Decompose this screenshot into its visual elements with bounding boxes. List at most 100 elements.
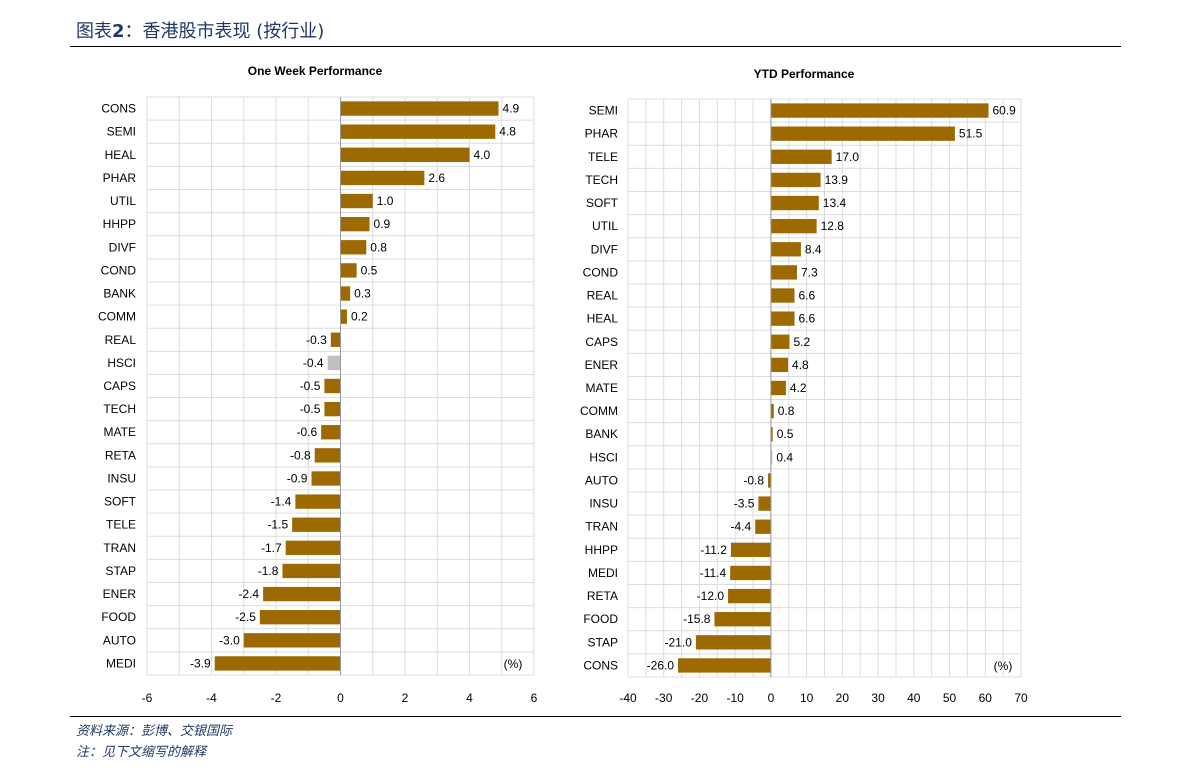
bar-ener: [263, 586, 341, 602]
bar-heal: [340, 147, 470, 162]
value-label: 0.5: [361, 263, 378, 277]
bar-tele: [292, 517, 341, 532]
category-label: MEDI: [106, 656, 136, 670]
bar-divf: [770, 242, 801, 257]
value-label: -21.0: [665, 635, 693, 649]
value-label: -2.4: [238, 587, 259, 601]
bar-mate: [321, 425, 341, 440]
top-rule: [70, 46, 1121, 47]
bar-cond: [770, 265, 797, 280]
figure-title: 图表2：香港股市表现 (按行业): [76, 17, 324, 43]
category-label: SOFT: [104, 495, 137, 509]
bar-comm: [340, 309, 347, 324]
category-label: SOFT: [586, 196, 619, 210]
category-label: TELE: [106, 518, 136, 532]
value-label: -0.5: [300, 379, 321, 393]
bar-hsci: [770, 450, 773, 465]
value-label: 8.4: [805, 242, 822, 256]
x-tick-label: -4: [206, 691, 217, 705]
x-tick-label: 40: [907, 691, 921, 705]
bar-heal: [770, 311, 795, 326]
bar-food: [259, 610, 341, 625]
value-label: 1.0: [377, 194, 394, 208]
category-label: RETA: [105, 448, 136, 462]
category-label: MATE: [104, 425, 136, 439]
value-label: -2.5: [235, 610, 256, 624]
category-label: CAPS: [103, 379, 136, 393]
value-label: 4.8: [792, 358, 809, 372]
category-label: DIVF: [591, 242, 618, 256]
category-label: TECH: [585, 173, 618, 187]
bar-semi: [770, 103, 989, 118]
bar-reta: [728, 588, 771, 604]
value-label: -0.3: [306, 333, 327, 347]
figure-label: 图表: [76, 21, 112, 42]
category-label: FOOD: [583, 612, 618, 626]
value-label: 0.4: [776, 450, 793, 464]
bar-cond: [340, 263, 357, 278]
value-label: 12.8: [821, 219, 845, 233]
category-label: TELE: [588, 150, 618, 164]
value-label: -0.4: [303, 356, 324, 370]
bar-hsci: [327, 355, 341, 371]
value-label: -15.8: [683, 612, 711, 626]
category-label: MEDI: [588, 566, 618, 580]
category-label: FOOD: [101, 610, 136, 624]
bar-auto: [768, 473, 771, 488]
value-label: -1.4: [271, 495, 292, 509]
value-label: 4.9: [503, 102, 520, 116]
category-label: REAL: [105, 333, 137, 347]
category-label: TRAN: [103, 541, 136, 555]
value-label: 17.0: [836, 150, 860, 164]
bar-ener: [770, 357, 789, 373]
category-label: COMM: [580, 404, 618, 418]
category-label: UTIL: [592, 219, 618, 233]
category-label: TECH: [103, 402, 136, 416]
bar-soft: [295, 494, 341, 509]
bar-hhpp: [340, 216, 370, 232]
category-label: ENER: [103, 587, 137, 601]
bar-reta: [314, 448, 341, 463]
bar-insu: [758, 496, 771, 511]
x-tick-label: 2: [402, 691, 409, 705]
x-tick-label: 0: [337, 691, 344, 705]
value-label: 0.5: [777, 427, 794, 441]
category-label: PHAR: [103, 171, 137, 185]
x-tick-label: 60: [979, 691, 993, 705]
value-label: -0.9: [287, 471, 308, 485]
value-label: 6.6: [798, 289, 815, 303]
bar-real: [770, 288, 795, 303]
bar-tele: [770, 149, 832, 164]
value-label: 4.0: [474, 148, 491, 162]
category-label: REAL: [587, 289, 619, 303]
bar-tran: [755, 519, 771, 534]
bar-stap: [695, 635, 771, 650]
category-label: CONS: [101, 102, 136, 116]
bar-real: [330, 332, 341, 347]
bar-caps: [324, 378, 341, 394]
category-label: INSU: [107, 471, 136, 485]
bar-mate: [770, 380, 786, 396]
bar-tran: [285, 540, 341, 556]
value-label: 0.8: [370, 240, 387, 254]
bar-phar: [770, 126, 955, 141]
category-label: BANK: [585, 427, 618, 441]
bar-hhpp: [730, 542, 771, 558]
bar-stap: [282, 563, 341, 579]
footer-note: 注：见下文缩写的解释: [76, 745, 207, 760]
category-label: BANK: [103, 287, 136, 301]
bar-phar: [340, 170, 425, 186]
bar-caps: [770, 334, 790, 349]
x-tick-label: -20: [691, 691, 709, 705]
figure-colon: ：: [124, 21, 143, 42]
x-tick-label: 20: [836, 691, 850, 705]
category-label: STAP: [588, 635, 618, 649]
value-label: -3.0: [219, 633, 240, 647]
x-tick-label: 30: [871, 691, 885, 705]
value-label: 6.6: [798, 312, 815, 326]
category-label: AUTO: [585, 473, 618, 487]
category-label: RETA: [587, 589, 618, 603]
bar-tech: [770, 172, 821, 188]
value-label: 4.2: [790, 381, 807, 395]
